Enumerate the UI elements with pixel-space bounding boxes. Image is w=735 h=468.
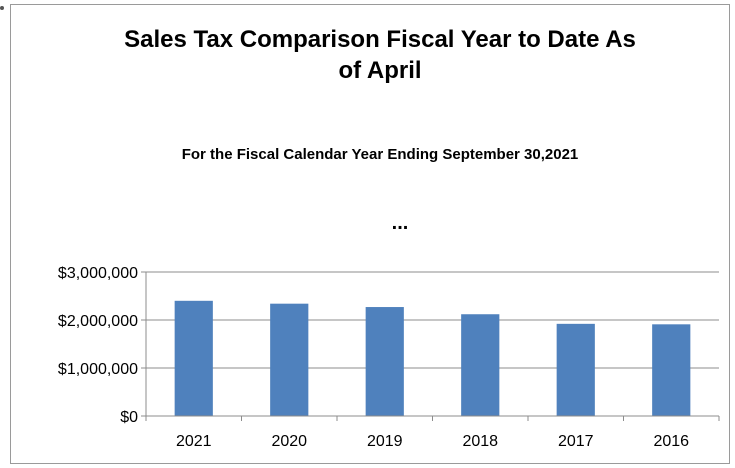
y-tick-label: $0 bbox=[120, 409, 138, 426]
corner-mark bbox=[0, 6, 4, 10]
bar bbox=[461, 314, 500, 416]
chart-title-line-2: of April bbox=[338, 57, 422, 85]
chart-subtitle: For the Fiscal Calendar Year Ending Sept… bbox=[181, 146, 579, 163]
chart-title-line-1: Sales Tax Comparison Fiscal Year to Date… bbox=[124, 26, 636, 53]
chart-annotation: ... bbox=[391, 212, 409, 234]
bar bbox=[556, 323, 595, 416]
y-tick-label: $2,000,000 bbox=[58, 313, 138, 330]
bar bbox=[270, 303, 309, 416]
x-tick-label: 2017 bbox=[558, 433, 594, 450]
x-tick-label: 2016 bbox=[653, 433, 689, 450]
x-tick-label: 2021 bbox=[176, 433, 212, 450]
x-tick-label: 2019 bbox=[367, 433, 403, 450]
bar bbox=[652, 324, 691, 416]
x-tick-label: 2020 bbox=[271, 433, 307, 450]
y-tick-label: $3,000,000 bbox=[58, 265, 138, 282]
x-tick-label: 2018 bbox=[462, 433, 498, 450]
chart-title: Sales Tax Comparison Fiscal Year to Date… bbox=[80, 24, 680, 86]
bar bbox=[365, 307, 404, 416]
bar bbox=[174, 300, 213, 416]
y-tick-label: $1,000,000 bbox=[58, 361, 138, 378]
